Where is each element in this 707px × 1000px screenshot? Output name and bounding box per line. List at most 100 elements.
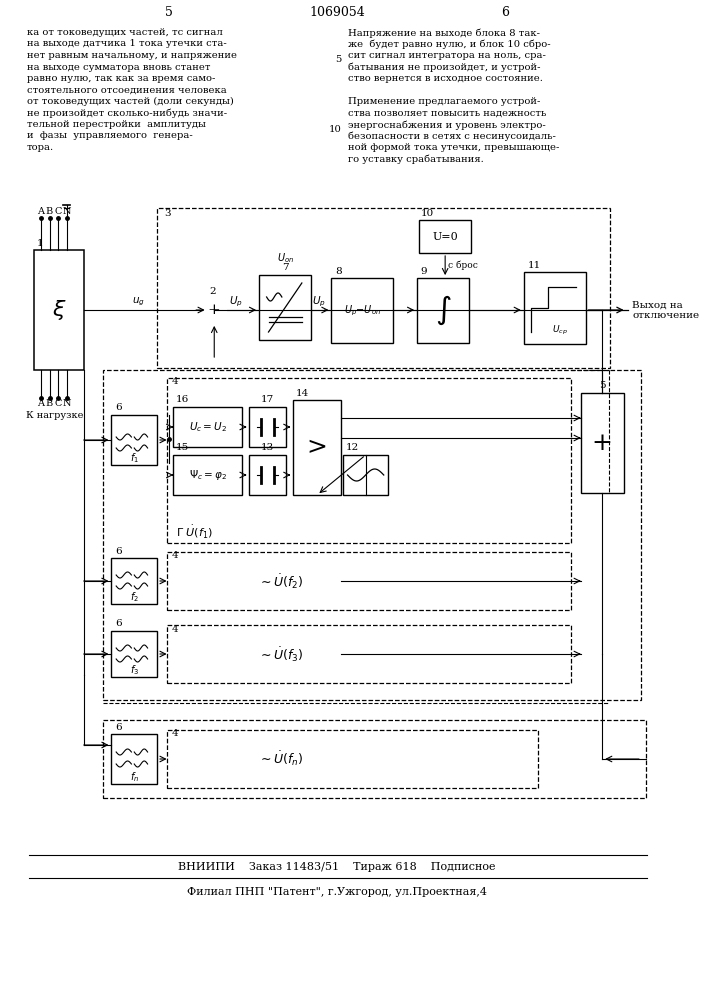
Text: го уставку срабатывания.: го уставку срабатывания. <box>348 154 484 164</box>
Text: 6: 6 <box>115 722 122 732</box>
Text: отключение: отключение <box>632 312 699 320</box>
Text: C: C <box>54 398 62 408</box>
Text: >: > <box>307 436 327 459</box>
Text: 12: 12 <box>346 444 359 452</box>
Bar <box>419 220 472 253</box>
Text: 8: 8 <box>335 266 341 275</box>
Bar <box>167 625 571 683</box>
Text: сит сигнал интегратора на ноль, сра-: сит сигнал интегратора на ноль, сра- <box>348 51 545 60</box>
Text: N: N <box>62 207 71 216</box>
Text: 14: 14 <box>296 388 310 397</box>
Text: 5: 5 <box>165 6 173 19</box>
Text: с брос: с брос <box>448 260 478 270</box>
Bar <box>157 208 610 368</box>
Text: $f_n$: $f_n$ <box>129 770 139 784</box>
Bar <box>167 552 571 610</box>
Text: ства позволяет повысить надежность: ства позволяет повысить надежность <box>348 108 546 117</box>
Text: 10: 10 <box>329 125 342 134</box>
Text: B: B <box>46 398 53 408</box>
Bar <box>112 631 157 677</box>
Text: 9: 9 <box>421 266 428 275</box>
Text: 16: 16 <box>176 395 189 404</box>
Bar <box>34 250 84 370</box>
Text: +: + <box>208 303 221 317</box>
Bar <box>173 407 242 447</box>
Bar <box>581 393 624 493</box>
Bar <box>250 407 286 447</box>
Text: 6: 6 <box>501 6 508 19</box>
Text: $\Gamma\ \dot{U}(f_1)$: $\Gamma\ \dot{U}(f_1)$ <box>176 524 213 540</box>
Text: 1069054: 1069054 <box>309 6 365 19</box>
Text: 10: 10 <box>421 209 434 218</box>
Text: $\Psi_c{=}\varphi_2$: $\Psi_c{=}\varphi_2$ <box>189 468 226 482</box>
Text: $U_c{=}U_2$: $U_c{=}U_2$ <box>189 420 227 434</box>
Text: $f_1$: $f_1$ <box>130 451 139 465</box>
Text: 6: 6 <box>115 403 122 412</box>
Text: 3: 3 <box>164 209 170 218</box>
Text: на выходе датчика 1 тока утечки ста-: на выходе датчика 1 тока утечки ста- <box>27 39 226 48</box>
Text: $\sim \dot{U}(f_3)$: $\sim \dot{U}(f_3)$ <box>258 646 303 664</box>
Text: 1: 1 <box>37 238 44 247</box>
Text: 4: 4 <box>171 730 178 738</box>
Bar <box>112 734 157 784</box>
Text: 17: 17 <box>261 395 274 404</box>
Text: $f_3$: $f_3$ <box>129 663 139 677</box>
Text: 6: 6 <box>115 619 122 629</box>
Text: $U_p{-}U_{on}$: $U_p{-}U_{on}$ <box>344 303 381 318</box>
Text: безопасности в сетях с несинусоидаль-: безопасности в сетях с несинусоидаль- <box>348 131 556 141</box>
Bar <box>332 278 393 343</box>
Text: U=0: U=0 <box>432 232 458 241</box>
Text: ство вернется в исходное состояние.: ство вернется в исходное состояние. <box>348 74 542 83</box>
Text: равно нулю, так как за время само-: равно нулю, так как за время само- <box>27 74 215 83</box>
Text: тора.: тора. <box>27 143 54 152</box>
Text: же  будет равно нулю, и блок 10 сбро-: же будет равно нулю, и блок 10 сбро- <box>348 39 550 49</box>
Bar <box>417 278 469 343</box>
Text: К нагрузке: К нагрузке <box>25 410 83 420</box>
Text: 5: 5 <box>599 381 606 390</box>
Text: батывания не произойдет, и устрой-: батывания не произойдет, и устрой- <box>348 62 540 72</box>
Bar <box>167 730 538 788</box>
Text: 4: 4 <box>171 377 178 386</box>
Text: 2: 2 <box>209 286 216 296</box>
Bar <box>293 400 341 495</box>
Text: A: A <box>37 207 45 216</box>
Bar <box>524 272 585 344</box>
Bar <box>250 455 286 495</box>
Text: $\sim \dot{U}(f_2)$: $\sim \dot{U}(f_2)$ <box>258 573 303 591</box>
Text: $f_2$: $f_2$ <box>130 590 139 604</box>
Text: ВНИИПИ    Заказ 11483/51    Тираж 618    Подписное: ВНИИПИ Заказ 11483/51 Тираж 618 Подписно… <box>178 862 496 872</box>
Text: Применение предлагаемого устрой-: Применение предлагаемого устрой- <box>348 97 540 106</box>
Text: $\sim \dot{U}(f_n)$: $\sim \dot{U}(f_n)$ <box>258 750 303 768</box>
Bar <box>167 378 571 543</box>
Text: 11: 11 <box>527 260 541 269</box>
Text: $\int$: $\int$ <box>435 294 452 327</box>
Bar <box>103 720 645 798</box>
Text: 7: 7 <box>282 263 288 272</box>
Text: не произойдет сколько-нибудь значи-: не произойдет сколько-нибудь значи- <box>27 108 227 118</box>
Text: A: A <box>37 398 45 408</box>
Text: 13: 13 <box>261 444 274 452</box>
Bar <box>343 455 388 495</box>
Bar <box>259 275 311 340</box>
Text: $u_g$: $u_g$ <box>132 296 144 308</box>
Text: ка от токоведущих частей, тс сигнал: ка от токоведущих частей, тс сигнал <box>27 28 223 37</box>
Text: Филиал ПНП "Патент", г.Ужгород, ул.Проектная,4: Филиал ПНП "Патент", г.Ужгород, ул.Проек… <box>187 887 487 897</box>
Text: 4: 4 <box>171 624 178 634</box>
Text: 6: 6 <box>115 546 122 556</box>
Text: от токоведущих частей (доли секунды): от токоведущих частей (доли секунды) <box>27 97 233 106</box>
Text: $U_p$: $U_p$ <box>312 295 326 309</box>
Text: $U_{cp}$: $U_{cp}$ <box>551 323 567 337</box>
Text: и  фазы  управляемого  генера-: и фазы управляемого генера- <box>27 131 192 140</box>
Text: +: + <box>592 432 613 454</box>
Text: 15: 15 <box>176 444 189 452</box>
Text: 4: 4 <box>171 552 178 560</box>
Text: $U_p$: $U_p$ <box>229 295 243 309</box>
Text: C: C <box>54 207 62 216</box>
Text: $U_{on}$: $U_{on}$ <box>276 251 293 265</box>
Text: $\xi$: $\xi$ <box>52 298 66 322</box>
Bar <box>112 415 157 465</box>
Text: энергоснабжения и уровень электро-: энергоснабжения и уровень электро- <box>348 120 545 129</box>
Text: стоятельного отсоединения человека: стоятельного отсоединения человека <box>27 86 226 95</box>
Text: на выходе сумматора вновь станет: на выходе сумматора вновь станет <box>27 62 210 72</box>
Text: Выход на: Выход на <box>632 300 683 310</box>
